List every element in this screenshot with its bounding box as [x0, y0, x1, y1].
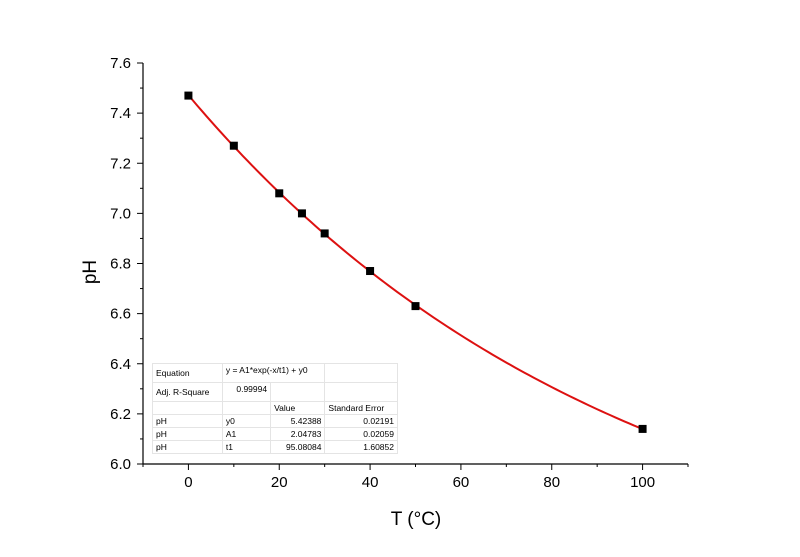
row-param: A1 [221, 427, 272, 441]
row-param: y0 [221, 414, 272, 428]
row-dep: pH [152, 414, 223, 428]
row-stderr: 0.02191 [324, 414, 398, 428]
data-point [297, 209, 306, 218]
empty-cell [221, 401, 272, 415]
empty-cell [270, 382, 326, 402]
table-row: pH t1 95.08084 1.60852 [152, 440, 398, 454]
x-axis-title: T (°C) [391, 509, 442, 530]
y-tick-label: 6.0 [110, 456, 131, 473]
table-row: pH y0 5.42388 0.02191 [152, 414, 398, 428]
equation-label: Equation [152, 363, 223, 383]
row-value: 5.42388 [270, 414, 326, 428]
fit-results-table: Equation y = A1*exp(-x/t1) + y0 Adj. R-S… [152, 363, 398, 454]
table-row: Equation y = A1*exp(-x/t1) + y0 [152, 363, 398, 383]
row-stderr: 0.02059 [324, 427, 398, 441]
row-value: 95.08084 [270, 440, 326, 454]
data-point [411, 302, 420, 311]
table-row: Adj. R-Square 0.99994 [152, 382, 398, 402]
x-tick-label: 100 [630, 474, 655, 491]
y-tick-label: 7.2 [110, 155, 131, 172]
x-tick-label: 80 [543, 474, 560, 491]
row-dep: pH [152, 440, 223, 454]
data-point [320, 229, 329, 238]
y-tick-label: 7.6 [110, 55, 131, 72]
data-point [229, 141, 238, 150]
y-tick-label: 6.2 [110, 406, 131, 423]
y-axis-title: pH [80, 260, 101, 284]
y-tick-label: 7.0 [110, 205, 131, 222]
y-tick-label: 6.6 [110, 306, 131, 323]
adjr-label: Adj. R-Square [152, 382, 223, 402]
empty-cell [324, 363, 398, 383]
data-points [184, 91, 647, 433]
data-point [184, 91, 193, 100]
y-tick-label: 7.4 [110, 105, 131, 122]
x-tick-label: 20 [271, 474, 288, 491]
data-point [366, 267, 375, 276]
table-row: pH A1 2.04783 0.02059 [152, 427, 398, 441]
row-dep: pH [152, 427, 223, 441]
row-value: 2.04783 [270, 427, 326, 441]
data-point [638, 424, 647, 433]
equation-value: y = A1*exp(-x/t1) + y0 [221, 363, 326, 383]
stderr-header: Standard Error [324, 401, 398, 415]
x-tick-label: 40 [362, 474, 379, 491]
x-tick-label: 60 [453, 474, 470, 491]
value-header: Value [270, 401, 326, 415]
empty-cell [152, 401, 223, 415]
empty-cell [324, 382, 398, 402]
data-point [275, 189, 284, 198]
adjr-value: 0.99994 [221, 382, 272, 402]
row-stderr: 1.60852 [324, 440, 398, 454]
axes: 0 20 40 60 80 100 6.0 6.2 6.4 6.6 6.8 7.0 7.2 7.4 7.6 [110, 55, 689, 491]
row-param: t1 [221, 440, 272, 454]
x-tick-label: 0 [184, 474, 192, 491]
y-tick-label: 6.8 [110, 256, 131, 273]
y-tick-label: 6.4 [110, 356, 131, 373]
table-row: Value Standard Error [152, 401, 398, 415]
